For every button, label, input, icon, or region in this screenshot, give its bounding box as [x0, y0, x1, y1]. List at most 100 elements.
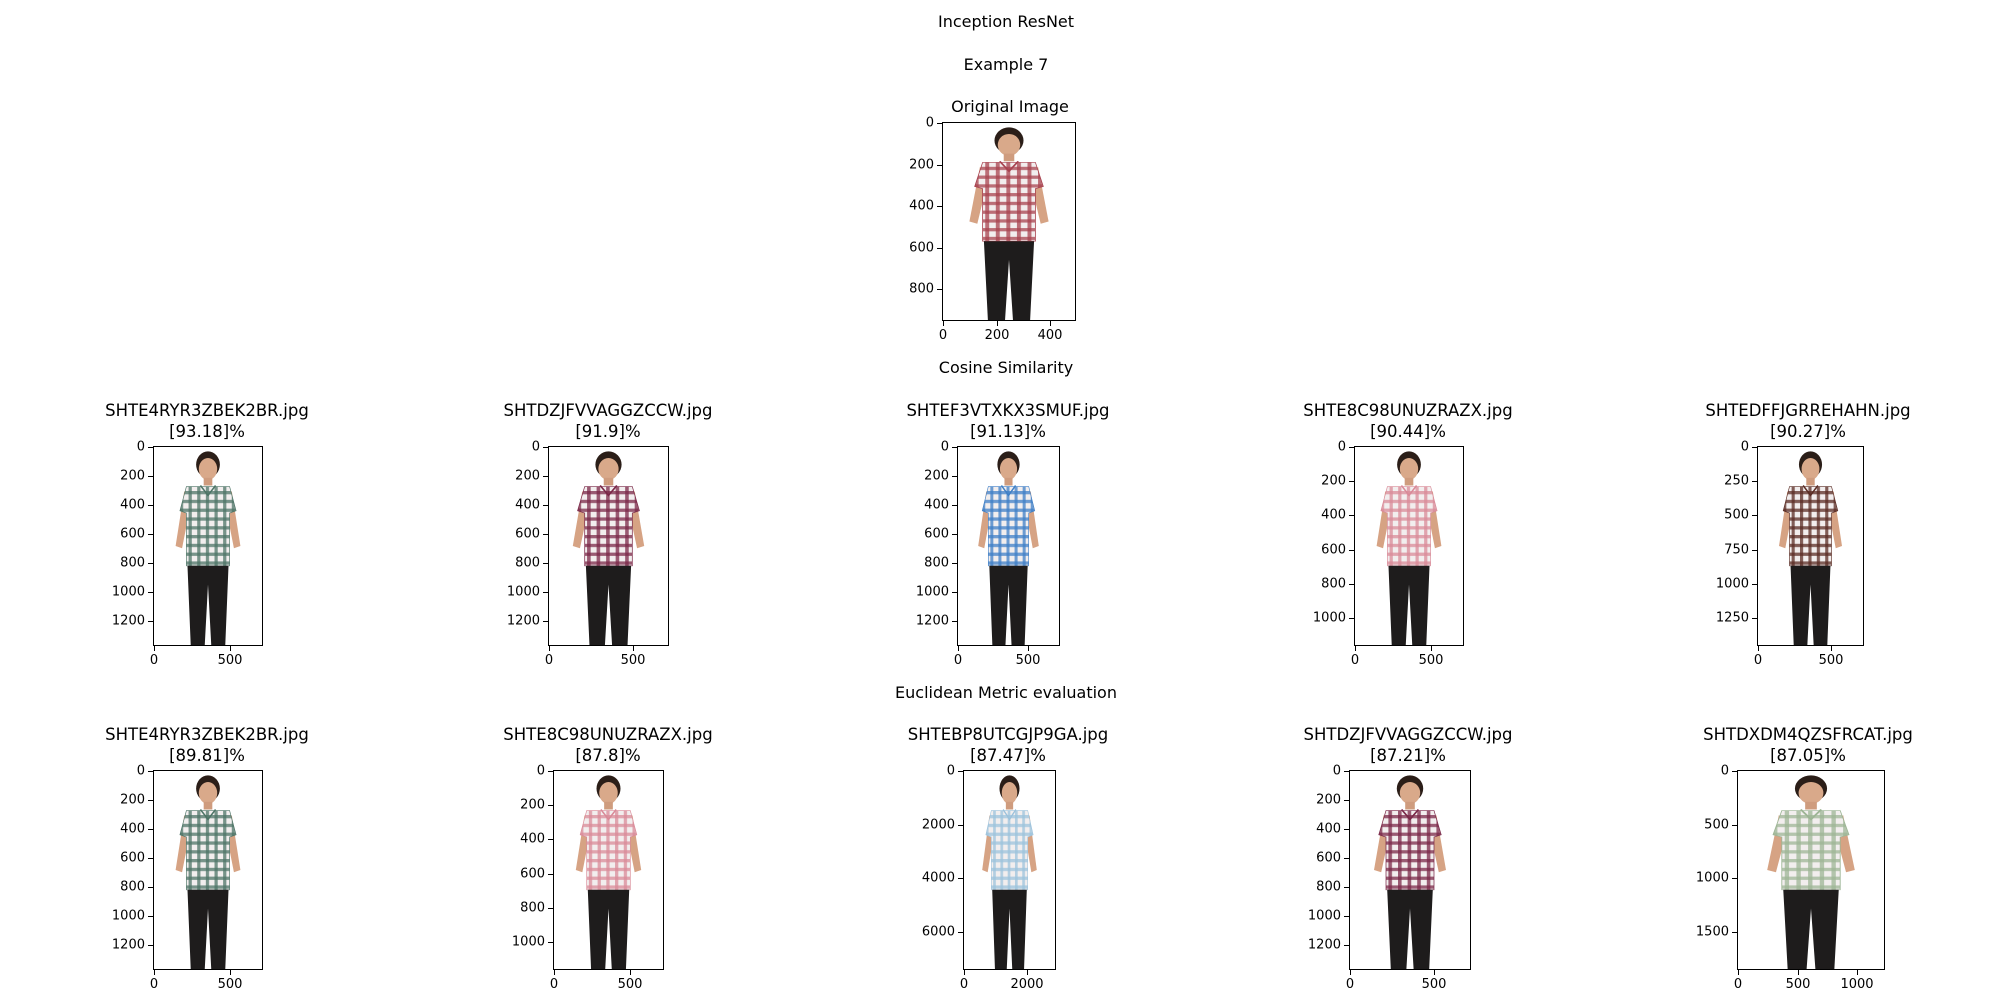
- cosine-5-title: SHTEDFFJGRREHAHN.jpg [90.27]%: [1705, 400, 1910, 442]
- cosine-1-ytick-label: 1200: [111, 613, 145, 629]
- cosine-1-score: [93.18]%: [169, 422, 245, 441]
- cosine-2-ytick-label: 800: [515, 555, 540, 571]
- euclidean-3-ytick-label: 4000: [921, 870, 955, 886]
- cosine-2-ytick-mark: [543, 563, 548, 564]
- cosine-5-xtick-mark: [1831, 646, 1832, 651]
- original-ytick-mark: [937, 248, 942, 249]
- cosine-5-score: [90.27]%: [1770, 422, 1846, 441]
- cosine-1-ytick-mark: [148, 476, 153, 477]
- euclidean-5-ytick-mark: [1732, 878, 1737, 879]
- cosine-5-ytick-label: 500: [1724, 507, 1749, 523]
- figure-title: Inception ResNet: [937, 12, 1075, 31]
- product-photo: [1376, 451, 1442, 645]
- cosine-3-title: SHTEF3VTXKX3SMUF.jpg [91.13]%: [906, 400, 1109, 442]
- cosine-3-image: [957, 446, 1060, 646]
- cosine-3-ytick-mark: [952, 534, 957, 535]
- euclidean-1-ytick-mark: [148, 829, 153, 830]
- original-image-title: Original Image: [951, 97, 1069, 116]
- product-photo: [982, 775, 1037, 969]
- cosine-4-ytick-label: 200: [1321, 473, 1346, 489]
- euclidean-2-filename: SHTE8C98UNUZRAZX.jpg: [503, 725, 713, 744]
- product-photo: [175, 775, 241, 969]
- euclidean-4-ytick-mark: [1344, 771, 1349, 772]
- euclidean-3-ytick-mark: [958, 771, 963, 772]
- euclidean-1-ytick-mark: [148, 771, 153, 772]
- euclidean-5-filename: SHTDXDM4QZSFRCAT.jpg: [1703, 725, 1913, 744]
- euclidean-2-xtick-label: 500: [617, 977, 643, 992]
- cosine-4-xtick-mark: [1355, 646, 1356, 651]
- euclidean-1-ytick-mark: [148, 800, 153, 801]
- cosine-3-xtick-mark: [1028, 646, 1029, 651]
- euclidean-2-ytick-mark: [548, 805, 553, 806]
- euclidean-4-score: [87.21]%: [1370, 746, 1446, 765]
- euclidean-2-xtick-mark: [554, 970, 555, 975]
- cosine-5-ytick-label: 0: [1740, 439, 1749, 455]
- euclidean-5-ytick-label: 500: [1704, 817, 1729, 833]
- euclidean-5-xtick-label: 1000: [1840, 977, 1874, 992]
- euclidean-4-ytick-mark: [1344, 887, 1349, 888]
- euclidean-1-score: [89.81]%: [169, 746, 245, 765]
- euclidean-5-xtick-mark: [1798, 970, 1799, 975]
- original-ytick-mark: [937, 165, 942, 166]
- euclidean-2-ytick-mark: [548, 908, 553, 909]
- euclidean-4-ytick-mark: [1344, 858, 1349, 859]
- euclidean-5-title: SHTDXDM4QZSFRCAT.jpg [87.05]%: [1703, 724, 1913, 766]
- cosine-5-ytick-mark: [1752, 584, 1757, 585]
- cosine-3-filename: SHTEF3VTXKX3SMUF.jpg: [906, 401, 1110, 420]
- cosine-2-ytick-label: 0: [531, 439, 540, 455]
- cosine-2-ytick-mark: [543, 621, 548, 622]
- euclidean-3-ytick-mark: [958, 825, 963, 826]
- euclidean-4-xtick-label: 500: [1421, 977, 1447, 992]
- euclidean-1-ytick-label: 1200: [111, 937, 145, 953]
- euclidean-3-ytick-mark: [958, 878, 963, 879]
- cosine-3-score: [91.13]%: [970, 422, 1046, 441]
- cosine-4-ytick-mark: [1349, 618, 1354, 619]
- cosine-5-ytick-mark: [1752, 447, 1757, 448]
- euclidean-1-ytick-mark: [148, 916, 153, 917]
- product-photo: [978, 451, 1039, 645]
- euclidean-3-xtick-mark: [1027, 970, 1028, 975]
- cosine-2-xtick-mark: [633, 646, 634, 651]
- cosine-1-ytick-label: 200: [120, 468, 145, 484]
- euclidean-2-ytick-label: 1000: [511, 934, 545, 950]
- euclidean-1-title: SHTE4RYR3ZBEK2BR.jpg [89.81]%: [105, 724, 309, 766]
- cosine-3-ytick-label: 800: [924, 555, 949, 571]
- cosine-3-ytick-mark: [952, 447, 957, 448]
- product-photo: [1767, 775, 1855, 969]
- euclidean-1-xtick-label: 500: [217, 977, 243, 992]
- cosine-1-title: SHTE4RYR3ZBEK2BR.jpg [93.18]%: [105, 400, 309, 442]
- euclidean-4-xtick-label: 0: [1345, 977, 1355, 992]
- original-ytick-label: 800: [909, 281, 934, 297]
- cosine-1-ytick-label: 400: [120, 497, 145, 513]
- euclidean-3-image: [963, 770, 1056, 970]
- euclidean-3-title: SHTEBP8UTCGJP9GA.jpg [87.47]%: [908, 724, 1109, 766]
- euclidean-1-filename: SHTE4RYR3ZBEK2BR.jpg: [105, 725, 309, 744]
- euclidean-4-xtick-mark: [1350, 970, 1351, 975]
- euclidean-5-ytick-mark: [1732, 825, 1737, 826]
- euclidean-2-ytick-mark: [548, 839, 553, 840]
- euclidean-3-filename: SHTEBP8UTCGJP9GA.jpg: [907, 725, 1109, 744]
- euclidean-2-ytick-label: 200: [520, 797, 545, 813]
- euclidean-5-ytick-label: 0: [1720, 763, 1729, 779]
- euclidean-2-title: SHTE8C98UNUZRAZX.jpg [87.8]%: [503, 724, 712, 766]
- cosine-4-score: [90.44]%: [1370, 422, 1446, 441]
- cosine-4-ytick-mark: [1349, 515, 1354, 516]
- euclidean-4-filename: SHTDZJFVVAGGZCCW.jpg: [1303, 725, 1513, 744]
- euclidean-3-ytick-label: 2000: [921, 817, 955, 833]
- cosine-2-ytick-label: 1000: [506, 584, 540, 600]
- cosine-2-ytick-label: 1200: [506, 613, 540, 629]
- cosine-section-title: Cosine Similarity: [938, 358, 1074, 377]
- cosine-1-xtick-label: 0: [149, 653, 159, 668]
- euclidean-1-ytick-label: 800: [120, 879, 145, 895]
- cosine-1-ytick-mark: [148, 563, 153, 564]
- euclidean-1-ytick-label: 1000: [111, 908, 145, 924]
- original-xtick-label: 400: [1037, 328, 1063, 343]
- cosine-2-xtick-label: 500: [620, 653, 646, 668]
- cosine-4-ytick-mark: [1349, 584, 1354, 585]
- euclidean-5-ytick-mark: [1732, 932, 1737, 933]
- euclidean-2-xtick-mark: [630, 970, 631, 975]
- euclidean-2-ytick-label: 400: [520, 831, 545, 847]
- cosine-2-ytick-label: 600: [515, 526, 540, 542]
- euclidean-4-ytick-mark: [1344, 945, 1349, 946]
- cosine-5-ytick-label: 750: [1724, 542, 1749, 558]
